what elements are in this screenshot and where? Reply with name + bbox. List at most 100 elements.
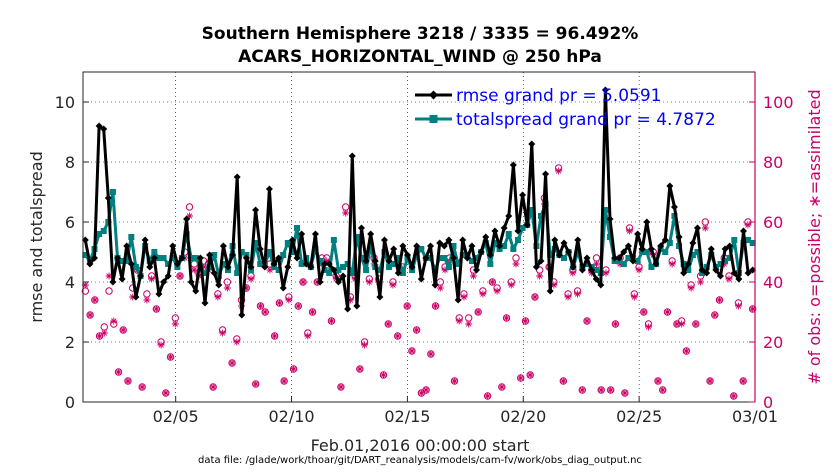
spread-point — [169, 255, 176, 261]
rmse-point — [707, 245, 715, 253]
rmse-point — [298, 230, 306, 238]
obs-assimilated-point — [498, 383, 506, 391]
y-tick-label-right: 100 — [763, 93, 794, 112]
obs-assimilated-point — [682, 347, 690, 355]
obs-assimilated-point — [304, 332, 312, 340]
rmse-point — [528, 140, 536, 148]
obs-assimilated-point — [81, 281, 89, 289]
spread-point — [395, 255, 402, 261]
rmse-point — [463, 254, 471, 262]
rmse-point — [730, 269, 738, 277]
rmse-point — [569, 263, 577, 271]
obs-assimilated-point — [744, 221, 752, 229]
obs-assimilated-point — [256, 302, 264, 310]
spread-point — [602, 207, 609, 213]
obs-assimilated-point — [739, 377, 747, 385]
rmse-point — [588, 266, 596, 274]
rmse-point — [666, 182, 674, 190]
rmse-point — [261, 263, 269, 271]
x-tick-label: 03/01 — [732, 407, 778, 426]
spread-point — [266, 249, 273, 255]
rmse-point — [431, 281, 439, 289]
rmse-point — [726, 242, 734, 250]
rmse-point — [744, 269, 752, 277]
y-axis-label-right: # of obs: o=possible; ∗=assimilated — [805, 89, 824, 384]
rmse-point — [491, 227, 499, 235]
rmse-point — [118, 275, 126, 283]
obs-assimilated-point — [228, 359, 236, 367]
rmse-point — [735, 275, 743, 283]
rmse-point — [229, 251, 237, 259]
rmse-point — [496, 242, 504, 250]
rmse-point — [716, 272, 724, 280]
spread-point — [634, 258, 641, 264]
obs-assimilated-point — [157, 341, 165, 349]
rmse-point — [367, 230, 375, 238]
obs-assimilated-point — [564, 293, 572, 301]
obs-assimilated-point — [687, 284, 695, 292]
spread-point — [560, 255, 567, 261]
obs-assimilated-point — [630, 293, 638, 301]
legend-rmse-marker — [429, 90, 438, 100]
y-tick-label-right: 40 — [763, 273, 783, 292]
obs-assimilated-point — [219, 329, 227, 337]
obs-assimilated-point — [734, 302, 742, 310]
spread-point — [160, 255, 167, 261]
rmse-point — [210, 269, 218, 277]
obs-assimilated-point — [716, 296, 724, 304]
obs-assimilated-point — [309, 308, 317, 316]
obs-assimilated-point — [692, 320, 700, 328]
obs-assimilated-point — [725, 275, 733, 283]
rmse-point — [275, 254, 283, 262]
legend: rmse grand pr = 5.0591 totalspread grand… — [415, 86, 716, 130]
rmse-point — [542, 170, 550, 178]
obs-assimilated-point — [261, 308, 269, 316]
spread-point — [528, 207, 535, 213]
obs-assimilated-point — [645, 323, 653, 331]
y-tick-label-left: 10 — [55, 93, 75, 112]
obs-assimilated-point — [266, 266, 274, 274]
obs-assimilated-point — [271, 332, 279, 340]
obs-assimilated-point — [148, 275, 156, 283]
y-tick-label-right: 20 — [763, 333, 783, 352]
obs-assimilated-point — [143, 296, 151, 304]
obs-assimilated-point — [417, 389, 425, 397]
obs-assimilated-point — [484, 392, 492, 400]
rmse-point — [325, 260, 333, 268]
spread-point — [607, 234, 614, 240]
rmse-point — [233, 173, 241, 181]
obs-assimilated-point — [654, 377, 662, 385]
obs-assimilated-point — [701, 224, 709, 232]
rmse-point — [615, 254, 623, 262]
rmse-point — [661, 236, 669, 244]
obs-assimilated-point — [640, 308, 648, 316]
obs-assimilated-point — [86, 311, 94, 319]
rmse-point — [500, 224, 508, 232]
spread-point — [648, 264, 655, 270]
rmse-point — [399, 242, 407, 250]
legend-spread-label: totalspread grand pr = 4.7872 — [456, 110, 716, 130]
spread-point — [666, 240, 673, 246]
rmse-point — [316, 278, 324, 286]
obs-assimilated-point — [233, 338, 241, 346]
rmse-point — [265, 185, 273, 193]
rmse-point — [675, 233, 683, 241]
rmse-point — [127, 260, 135, 268]
obs-assimilated-point — [749, 305, 757, 313]
obs-assimilated-point — [394, 332, 402, 340]
obs-assimilated-point — [597, 386, 605, 394]
obs-assimilated-point — [413, 326, 421, 334]
obs-assimilated-point — [152, 305, 160, 313]
chart-title-line2: ACARS_HORIZONTAL_WIND @ 250 hPa — [238, 47, 602, 67]
spread-point — [749, 240, 756, 246]
y-tick-label-right: 80 — [763, 153, 783, 172]
rmse-point — [620, 248, 628, 256]
rmse-point — [95, 122, 103, 130]
obs-assimilated-point — [124, 377, 132, 385]
obs-possible-point — [105, 287, 113, 295]
spread-point — [151, 249, 158, 255]
spread-point — [689, 252, 696, 258]
x-tick-label: 02/15 — [384, 407, 430, 426]
rmse-point — [307, 263, 315, 271]
rmse-point — [408, 263, 416, 271]
